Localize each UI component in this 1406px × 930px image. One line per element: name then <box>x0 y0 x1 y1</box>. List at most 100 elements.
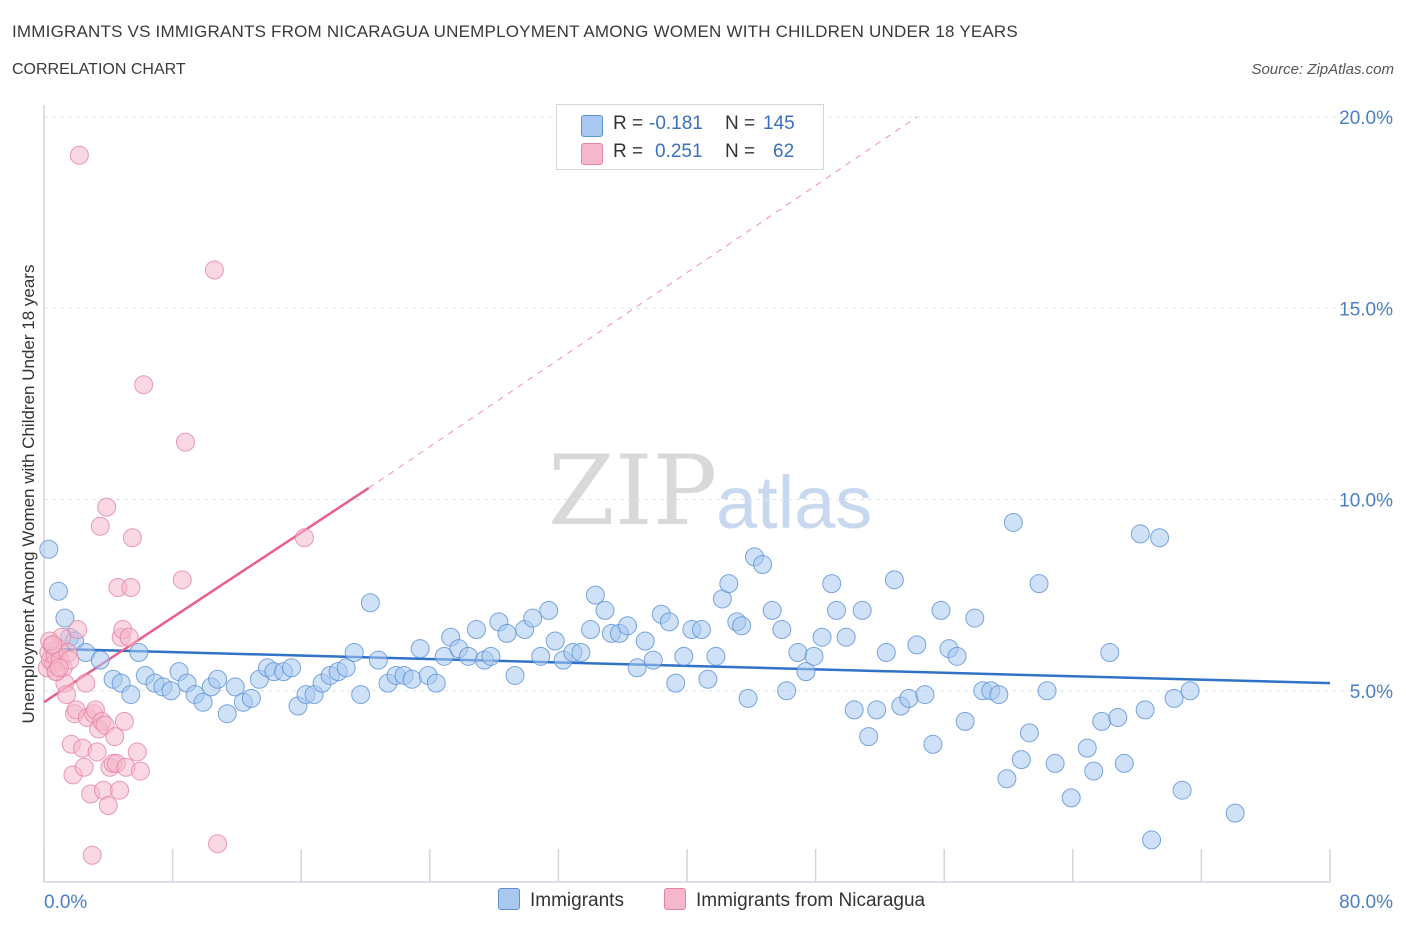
series-immigrants <box>39 512 1245 850</box>
data-point <box>360 593 380 613</box>
data-point <box>907 635 927 655</box>
data-point <box>1084 761 1104 781</box>
data-point <box>43 635 63 655</box>
data-point <box>571 643 591 662</box>
data-point <box>706 646 726 666</box>
y-tick-label: 20.0% <box>1339 108 1393 129</box>
data-point <box>947 646 967 666</box>
data-point <box>497 623 517 643</box>
y-tick-label: 10.0% <box>1339 491 1393 512</box>
data-point <box>762 600 782 620</box>
data-point <box>772 620 792 640</box>
data-point <box>1061 788 1081 808</box>
data-point <box>208 669 228 689</box>
legend-r-value: 0.251 <box>655 141 703 162</box>
data-point <box>76 673 96 693</box>
data-point <box>1011 750 1031 770</box>
trend-line-nicaragua <box>43 486 370 704</box>
data-point <box>282 658 302 678</box>
data-point <box>788 643 808 662</box>
legend-swatch-nicaragua <box>581 143 603 165</box>
data-point <box>1003 512 1023 532</box>
data-point <box>39 539 59 559</box>
data-point <box>1108 708 1128 728</box>
series-nicaragua <box>37 145 314 865</box>
data-point <box>241 688 261 708</box>
data-point <box>114 711 134 731</box>
data-point <box>161 681 181 701</box>
data-point <box>844 700 864 720</box>
data-point <box>997 769 1017 789</box>
bottom-legend-label-immigrants: Immigrants <box>530 890 624 911</box>
data-point <box>659 612 679 632</box>
data-point <box>204 260 224 280</box>
data-point <box>130 761 150 781</box>
data-point <box>627 658 647 678</box>
chart-title: IMMIGRANTS VS IMMIGRANTS FROM NICARAGUA … <box>12 22 1018 41</box>
data-point <box>208 834 228 854</box>
source-label: Source: ZipAtlas.com <box>1251 61 1394 78</box>
data-point <box>884 570 904 590</box>
data-point <box>110 780 130 800</box>
bottom-legend-swatch-immigrants <box>498 888 520 910</box>
watermark: ZIP atlas <box>548 435 872 547</box>
data-point <box>410 639 430 659</box>
y-tick-label: 5.0% <box>1350 682 1393 703</box>
data-point <box>90 650 110 670</box>
data-point <box>175 432 195 452</box>
data-point <box>1045 753 1065 773</box>
x-tick-label: 0.0% <box>44 892 87 913</box>
legend-r-value: -0.181 <box>649 113 703 134</box>
y-axis-label: Unemployment Among Women with Children U… <box>19 265 38 724</box>
data-point <box>674 646 694 666</box>
x-tick-label: 80.0% <box>1339 892 1393 913</box>
x-tick-labels: 0.0% 80.0% <box>44 892 1393 913</box>
data-point <box>1114 753 1134 773</box>
data-point <box>344 643 364 662</box>
data-point <box>618 616 638 636</box>
data-point <box>719 574 739 594</box>
data-point <box>426 673 446 693</box>
data-point <box>899 688 919 708</box>
bottom-legend-label-nicaragua: Immigrants from Nicaragua <box>696 890 926 911</box>
legend-n-value: 145 <box>763 113 795 134</box>
data-point <box>193 692 213 712</box>
data-point <box>1142 830 1162 850</box>
data-point <box>915 685 935 705</box>
data-point <box>955 711 975 731</box>
bottom-legend-swatch-nicaragua <box>664 888 686 910</box>
data-point <box>635 631 655 651</box>
data-point <box>836 627 856 647</box>
data-point <box>545 631 565 651</box>
data-point <box>402 669 422 689</box>
correlation-legend: R = -0.181 N = 145 R = 0.251 N = 62 <box>556 104 824 170</box>
data-points <box>37 145 1245 865</box>
data-point <box>48 581 68 601</box>
data-point <box>82 845 102 865</box>
data-point <box>458 646 478 666</box>
data-point <box>859 727 879 747</box>
data-point <box>753 555 773 575</box>
data-point <box>1225 803 1245 823</box>
data-point <box>1029 574 1049 594</box>
data-point <box>796 662 816 682</box>
data-point <box>826 600 846 620</box>
data-point <box>49 658 69 678</box>
legend-r-label: R = <box>613 113 644 134</box>
legend-n-value: 62 <box>773 141 795 162</box>
data-point <box>481 646 501 666</box>
data-point <box>90 516 110 536</box>
data-point <box>1092 711 1112 731</box>
data-point <box>1172 780 1192 800</box>
data-point <box>121 685 141 705</box>
data-point <box>1019 723 1039 743</box>
y-tick-label: 15.0% <box>1339 299 1393 320</box>
grid-lines <box>44 116 1392 692</box>
data-point <box>129 643 149 662</box>
data-point <box>812 627 832 647</box>
data-point <box>351 685 371 705</box>
data-point <box>666 673 686 693</box>
data-point <box>1037 681 1057 701</box>
data-point <box>965 608 985 628</box>
